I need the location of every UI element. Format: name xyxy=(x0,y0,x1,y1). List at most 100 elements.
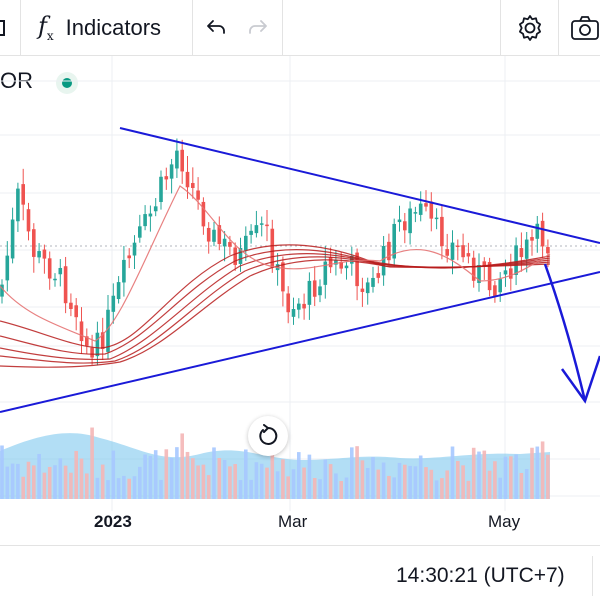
candle-body xyxy=(540,220,545,247)
volume-bar xyxy=(90,427,94,499)
time-bar: 14:30:21 (UTC+7) xyxy=(0,545,600,601)
volume-bar xyxy=(509,456,513,499)
candle-body xyxy=(387,241,391,261)
volume-bar xyxy=(259,463,264,499)
candle-body xyxy=(196,190,200,200)
volume-bar xyxy=(381,462,386,499)
candle-body xyxy=(244,235,248,251)
volume-bar xyxy=(434,480,439,499)
volume-bar xyxy=(180,433,184,499)
candle-body xyxy=(365,282,370,294)
volume-bar xyxy=(365,468,370,499)
volume-bar xyxy=(270,453,275,499)
candle-body xyxy=(302,303,306,309)
volume-bar xyxy=(138,466,142,499)
volume-bar xyxy=(302,467,306,499)
candle-body xyxy=(32,229,36,257)
volume-bar xyxy=(387,475,391,499)
toolbar-divider xyxy=(20,0,21,55)
candle-body xyxy=(360,288,365,292)
volume-bar xyxy=(418,455,423,499)
volume-bar xyxy=(424,467,428,499)
reset-chart-button[interactable] xyxy=(248,416,288,456)
candle-body xyxy=(169,164,174,179)
candle-body xyxy=(461,245,465,258)
candle-body xyxy=(334,260,338,265)
candle-body xyxy=(477,265,481,284)
candle-body xyxy=(228,242,232,247)
candle-body xyxy=(164,176,169,180)
candle-body xyxy=(509,268,513,279)
volume-bar xyxy=(0,445,4,499)
candle-body xyxy=(58,267,63,275)
candle-body xyxy=(90,347,94,358)
volume-bar xyxy=(16,463,20,499)
camera-icon[interactable] xyxy=(570,0,600,55)
price-chart[interactable] xyxy=(0,56,600,511)
volume-bar xyxy=(334,473,338,499)
candle-body xyxy=(291,308,296,317)
volume-bar xyxy=(371,457,375,499)
undo-icon[interactable] xyxy=(204,0,228,55)
candle-body xyxy=(127,255,131,259)
volume-bar xyxy=(153,450,158,499)
indicators-button[interactable]: fx Indicators xyxy=(38,0,161,55)
volume-bar xyxy=(143,454,147,499)
volume-bar xyxy=(376,469,381,499)
volume-bar xyxy=(111,450,116,499)
candle-body xyxy=(297,303,301,310)
volume-bar xyxy=(148,455,153,499)
candle-body xyxy=(381,245,386,276)
volume-bar xyxy=(32,465,36,499)
candle-body xyxy=(408,208,412,234)
compare-icon[interactable] xyxy=(0,0,12,55)
candle-body xyxy=(111,295,116,312)
volume-bar xyxy=(238,480,243,499)
volume-bar xyxy=(222,460,227,499)
candle-body xyxy=(201,201,206,227)
volume-bar xyxy=(535,446,540,499)
volume-bar xyxy=(286,476,290,499)
volume-bar xyxy=(498,477,502,499)
clock[interactable]: 14:30:21 (UTC+7) xyxy=(396,564,565,587)
redo-icon[interactable] xyxy=(246,0,270,55)
candle-body xyxy=(270,228,275,268)
forecast-arrow xyxy=(543,263,587,402)
volume-bar xyxy=(413,466,418,499)
volume-bar xyxy=(360,460,365,499)
volume-bar xyxy=(519,472,524,499)
volume-bar xyxy=(445,470,449,499)
volume-bar xyxy=(546,454,550,499)
volume-bar xyxy=(291,469,296,499)
candle-body xyxy=(286,293,290,313)
rotate-icon xyxy=(259,424,278,445)
candle-body xyxy=(450,242,455,260)
candle-body xyxy=(392,223,396,259)
volume-bar xyxy=(127,478,131,499)
volume-bar xyxy=(58,458,63,499)
candle-body xyxy=(254,225,259,234)
candle-body xyxy=(514,245,518,275)
candle-body xyxy=(233,247,237,265)
candle-body xyxy=(143,214,147,227)
toolbar-divider xyxy=(282,0,283,55)
candle-body xyxy=(371,277,375,287)
candle-body xyxy=(37,251,41,258)
volume-bar xyxy=(26,461,31,499)
volume-bar xyxy=(461,465,465,499)
volume-bar xyxy=(254,462,259,499)
settings-icon[interactable] xyxy=(515,0,545,55)
candle-body xyxy=(238,247,243,264)
volume-bar xyxy=(323,459,328,499)
candle-body xyxy=(259,223,264,225)
volume-bar xyxy=(132,476,137,499)
candle-body xyxy=(355,252,359,287)
moving-average-line xyxy=(0,259,551,368)
volume-bar xyxy=(297,452,301,499)
volume-bar xyxy=(42,472,47,499)
volume-bar xyxy=(106,480,110,499)
volume-bar xyxy=(100,464,105,499)
candle-body xyxy=(175,150,179,169)
candle-body xyxy=(429,201,434,219)
volume-bar xyxy=(244,449,248,499)
